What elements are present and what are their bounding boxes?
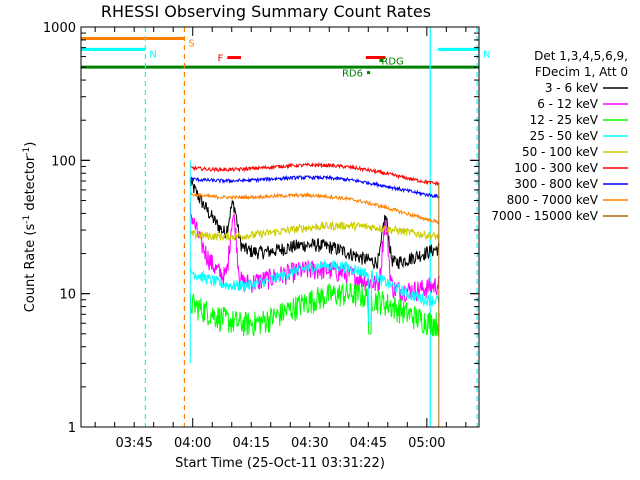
legend-entry: 800 - 7000 keV: [507, 193, 599, 207]
x-tick-label: 03:45: [115, 436, 152, 451]
series-line: [189, 220, 440, 242]
chart-title: RHESSI Observing Summary Count Rates: [101, 2, 431, 21]
y-tick-label: 1: [68, 421, 76, 436]
y-axis: 1 10 100 1000: [43, 21, 479, 436]
flag-label: RD6: [342, 69, 363, 80]
legend-entry: 100 - 300 keV: [514, 161, 598, 175]
series-line: [190, 191, 440, 225]
legend: 3 - 6 keV 6 - 12 keV 12 - 25 keV 25 - 50 ke…: [491, 81, 628, 223]
x-tick-label: 04:00: [174, 436, 211, 451]
y-tick-label: 10: [59, 288, 76, 303]
y-tick-label: 1000: [43, 21, 76, 36]
x-tick-label: 05:00: [408, 436, 445, 451]
legend-entry: 300 - 800 keV: [514, 177, 598, 191]
legend-entry: 7000 - 15000 keV: [491, 209, 598, 223]
x-axis: 03:45 04:00 04:15 04:30 04:45 05:00: [94, 27, 467, 451]
vlines-layer: [144, 27, 478, 427]
flag-label: N: [149, 49, 156, 60]
flag-label: N: [483, 49, 490, 60]
legend-entry: 12 - 25 keV: [530, 113, 599, 127]
x-tick-label: 04:45: [350, 436, 387, 451]
series-layer: [189, 160, 440, 427]
flag-label: S: [188, 38, 194, 49]
legend-header-1: Det 1,3,4,5,6,9,: [534, 49, 628, 63]
y-axis-label: Count Rate (s-1 detector-1): [22, 142, 38, 313]
series-line: [189, 161, 440, 187]
flag-label: RDG: [381, 57, 403, 68]
series-line: [189, 174, 440, 199]
legend-entry: 3 - 6 keV: [545, 81, 599, 95]
legend-entry: 25 - 50 keV: [530, 129, 599, 143]
legend-entry: 50 - 100 keV: [522, 145, 599, 159]
y-tick-label: 100: [51, 154, 76, 169]
x-tick-label: 04:30: [291, 436, 328, 451]
flag-label: F: [218, 54, 224, 65]
x-axis-label: Start Time (25-Oct-11 03:31:22): [175, 456, 385, 471]
series-line: [189, 178, 440, 270]
series-line: [189, 282, 440, 337]
flags-layer: S N N F RDG RD6: [81, 36, 490, 80]
series-line: [189, 259, 440, 324]
x-tick-label: 04:15: [233, 436, 270, 451]
legend-header-2: FDecim 1, Att 0: [535, 65, 628, 79]
legend-entry: 6 - 12 keV: [537, 97, 599, 111]
plot-frame: [80, 26, 480, 428]
series-line: [189, 203, 440, 303]
